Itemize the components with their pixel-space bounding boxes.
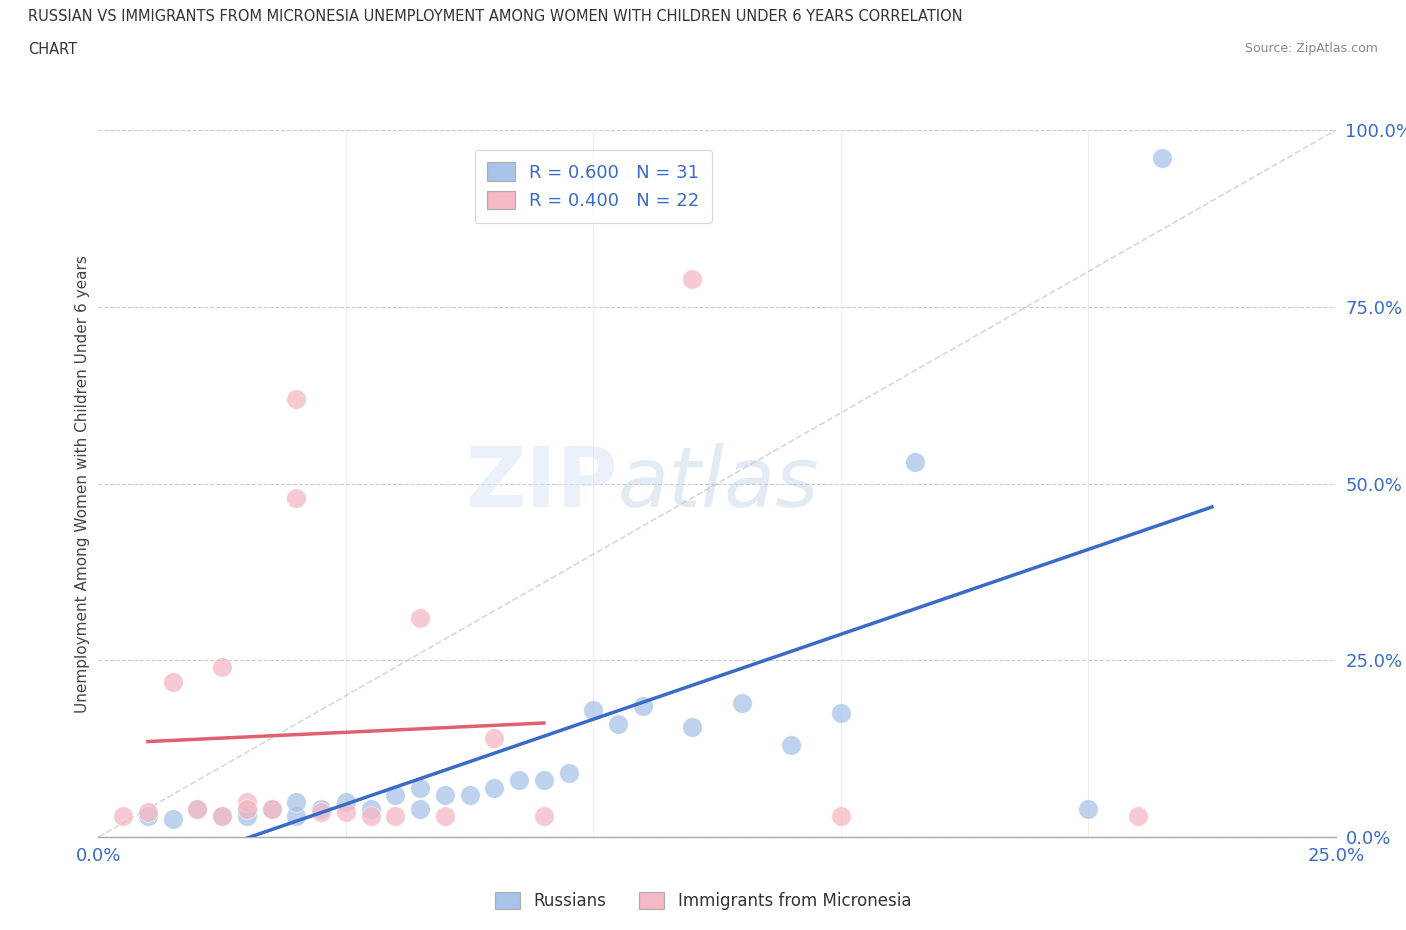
- Point: [136, 808, 159, 823]
- Point: [508, 773, 530, 788]
- Point: [409, 780, 432, 795]
- Point: [236, 802, 259, 817]
- Point: [186, 802, 208, 817]
- Legend: Russians, Immigrants from Micronesia: Russians, Immigrants from Micronesia: [488, 885, 918, 917]
- Point: [112, 808, 135, 823]
- Text: atlas: atlas: [619, 443, 820, 525]
- Point: [582, 702, 605, 717]
- Point: [309, 802, 332, 817]
- Text: RUSSIAN VS IMMIGRANTS FROM MICRONESIA UNEMPLOYMENT AMONG WOMEN WITH CHILDREN UND: RUSSIAN VS IMMIGRANTS FROM MICRONESIA UN…: [28, 9, 963, 24]
- Point: [607, 716, 630, 731]
- Point: [285, 392, 308, 406]
- Point: [484, 731, 506, 746]
- Text: CHART: CHART: [28, 42, 77, 57]
- Point: [335, 794, 357, 809]
- Text: ZIP: ZIP: [465, 443, 619, 525]
- Point: [335, 804, 357, 819]
- Point: [309, 804, 332, 819]
- Point: [360, 808, 382, 823]
- Legend: R = 0.600   N = 31, R = 0.400   N = 22: R = 0.600 N = 31, R = 0.400 N = 22: [475, 150, 711, 223]
- Point: [260, 802, 283, 817]
- Point: [236, 794, 259, 809]
- Point: [904, 455, 927, 470]
- Point: [533, 808, 555, 823]
- Point: [285, 794, 308, 809]
- Point: [211, 808, 233, 823]
- Point: [557, 766, 579, 781]
- Point: [211, 808, 233, 823]
- Point: [830, 706, 852, 721]
- Point: [384, 787, 406, 802]
- Point: [780, 737, 803, 752]
- Point: [285, 808, 308, 823]
- Text: Source: ZipAtlas.com: Source: ZipAtlas.com: [1244, 42, 1378, 55]
- Point: [285, 490, 308, 505]
- Point: [162, 812, 184, 827]
- Point: [236, 808, 259, 823]
- Point: [631, 698, 654, 713]
- Point: [136, 804, 159, 819]
- Point: [731, 696, 754, 711]
- Point: [681, 272, 703, 286]
- Point: [186, 802, 208, 817]
- Point: [384, 808, 406, 823]
- Point: [681, 720, 703, 735]
- Point: [409, 610, 432, 625]
- Point: [433, 787, 456, 802]
- Point: [1126, 808, 1149, 823]
- Point: [830, 808, 852, 823]
- Point: [162, 674, 184, 689]
- Point: [484, 780, 506, 795]
- Point: [260, 802, 283, 817]
- Point: [458, 787, 481, 802]
- Point: [360, 802, 382, 817]
- Point: [1152, 151, 1174, 166]
- Point: [1077, 802, 1099, 817]
- Point: [236, 802, 259, 817]
- Point: [533, 773, 555, 788]
- Point: [211, 660, 233, 675]
- Point: [409, 802, 432, 817]
- Point: [433, 808, 456, 823]
- Y-axis label: Unemployment Among Women with Children Under 6 years: Unemployment Among Women with Children U…: [75, 255, 90, 712]
